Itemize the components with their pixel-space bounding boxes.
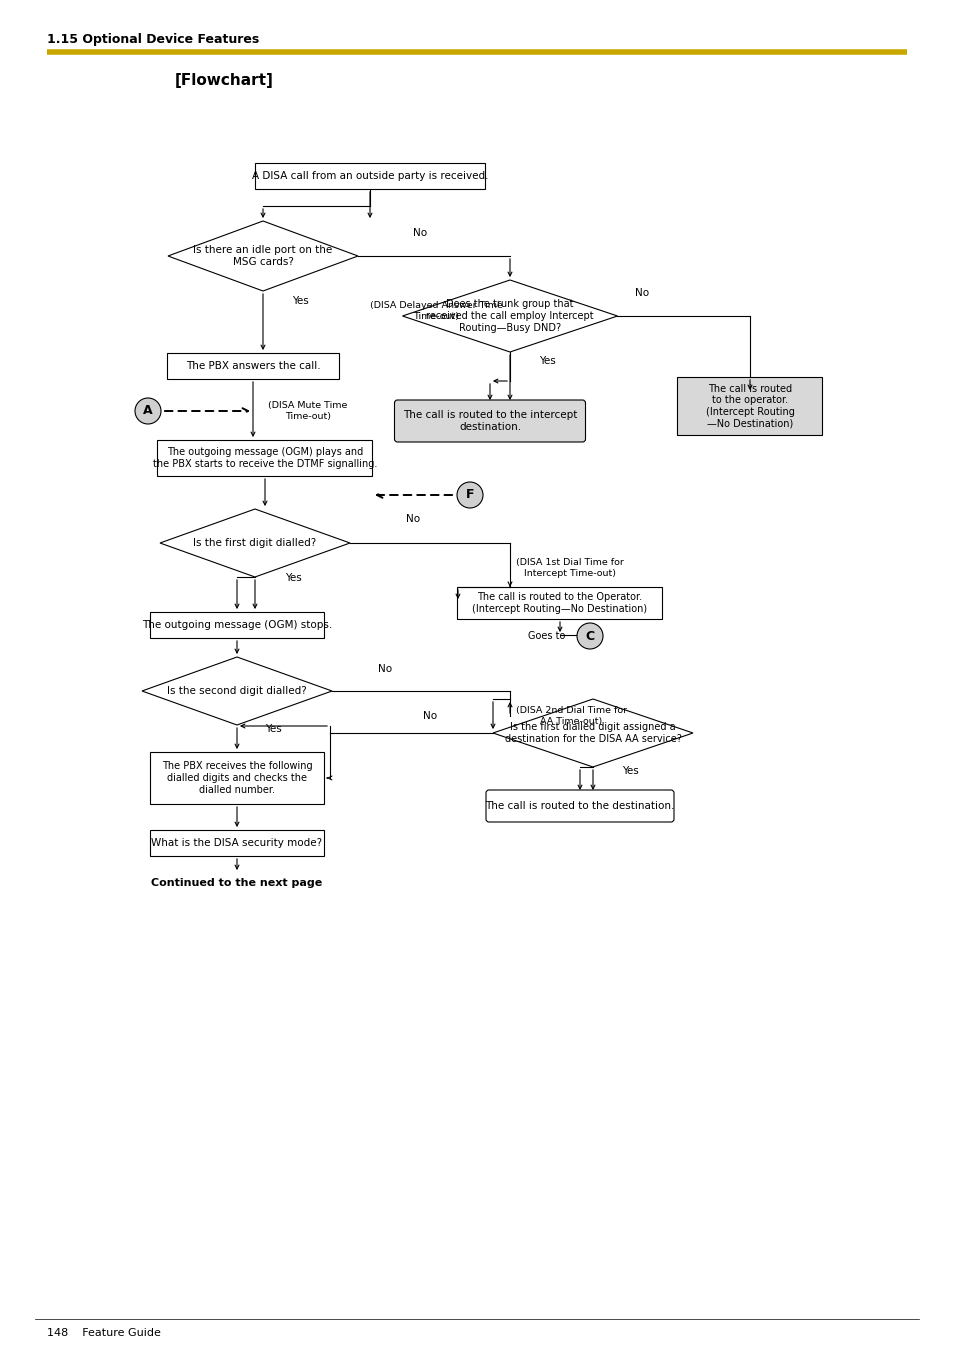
Bar <box>150 612 324 638</box>
Bar <box>677 377 821 435</box>
Bar <box>254 163 484 189</box>
Text: A: A <box>143 404 152 417</box>
Text: No: No <box>406 513 419 524</box>
Text: Is there an idle port on the
MSG cards?: Is there an idle port on the MSG cards? <box>193 245 333 266</box>
Text: [Flowchart]: [Flowchart] <box>174 73 274 89</box>
Bar <box>157 440 372 476</box>
Polygon shape <box>168 222 357 290</box>
Text: The PBX answers the call.: The PBX answers the call. <box>186 361 320 372</box>
Text: Continued to the next page: Continued to the next page <box>152 878 322 888</box>
Polygon shape <box>402 280 617 353</box>
Text: Is the second digit dialled?: Is the second digit dialled? <box>167 686 307 696</box>
Polygon shape <box>493 698 692 767</box>
Text: (DISA Delayed Answer Time
Time-out): (DISA Delayed Answer Time Time-out) <box>370 301 502 320</box>
Text: A DISA call from an outside party is received.: A DISA call from an outside party is rec… <box>252 172 488 181</box>
Bar <box>457 586 661 619</box>
Text: F: F <box>465 489 474 501</box>
Text: Goes to: Goes to <box>527 631 564 640</box>
Text: Yes: Yes <box>292 296 308 305</box>
Text: Yes: Yes <box>264 724 281 734</box>
Bar <box>150 753 324 804</box>
Text: The outgoing message (OGM) plays and
the PBX starts to receive the DTMF signalli: The outgoing message (OGM) plays and the… <box>152 447 376 469</box>
Bar <box>167 353 338 380</box>
Text: (DISA Mute Time
Time-out): (DISA Mute Time Time-out) <box>268 401 347 420</box>
Text: 1.15 Optional Device Features: 1.15 Optional Device Features <box>47 34 259 46</box>
Text: Is the first dialled digit assigned a
destination for the DISA AA service?: Is the first dialled digit assigned a de… <box>504 723 680 744</box>
Circle shape <box>135 399 161 424</box>
FancyBboxPatch shape <box>485 790 673 821</box>
Text: No: No <box>422 711 436 721</box>
Text: The call is routed to the destination.: The call is routed to the destination. <box>485 801 674 811</box>
Text: The call is routed
to the operator.
(Intercept Routing
—No Destination): The call is routed to the operator. (Int… <box>705 384 794 428</box>
Text: No: No <box>377 663 392 674</box>
Text: 148    Feature Guide: 148 Feature Guide <box>47 1328 161 1337</box>
Polygon shape <box>142 657 332 725</box>
Polygon shape <box>160 509 350 577</box>
Bar <box>150 830 324 857</box>
Circle shape <box>577 623 602 648</box>
Text: The outgoing message (OGM) stops.: The outgoing message (OGM) stops. <box>142 620 332 630</box>
Text: What is the DISA security mode?: What is the DISA security mode? <box>152 838 322 848</box>
Text: Does the trunk group that
received the call employ Intercept
Routing—Busy DND?: Does the trunk group that received the c… <box>426 300 593 332</box>
Text: Is the first digit dialled?: Is the first digit dialled? <box>193 538 316 549</box>
Text: The PBX receives the following
dialled digits and checks the
dialled number.: The PBX receives the following dialled d… <box>161 762 312 794</box>
Circle shape <box>456 482 482 508</box>
Text: (DISA 1st Dial Time for
Intercept Time-out): (DISA 1st Dial Time for Intercept Time-o… <box>516 558 623 578</box>
Text: No: No <box>635 288 648 299</box>
Text: Yes: Yes <box>538 357 555 366</box>
FancyBboxPatch shape <box>395 400 585 442</box>
Text: Yes: Yes <box>284 573 301 584</box>
Text: The call is routed to the intercept
destination.: The call is routed to the intercept dest… <box>402 411 577 432</box>
Text: Yes: Yes <box>621 766 638 775</box>
Text: C: C <box>585 630 594 643</box>
Text: The call is routed to the Operator.
(Intercept Routing—No Destination): The call is routed to the Operator. (Int… <box>472 592 647 613</box>
Text: (DISA 2nd Dial Time for
AA Time-out): (DISA 2nd Dial Time for AA Time-out) <box>516 707 626 725</box>
Text: No: No <box>413 228 427 238</box>
